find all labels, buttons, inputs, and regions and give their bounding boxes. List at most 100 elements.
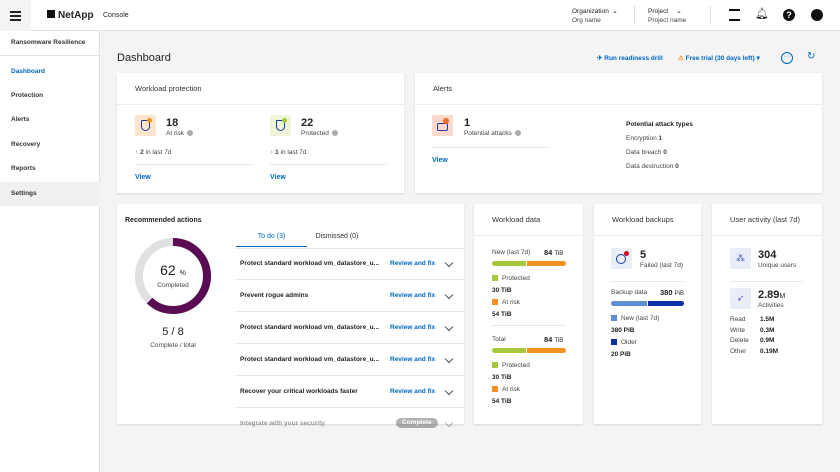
attack-icon — [432, 115, 453, 136]
action-row[interactable]: Protect standard workload vm_datastore_u… — [236, 312, 464, 344]
project-selector[interactable]: Project Project name — [648, 8, 687, 24]
activities-label: Activities — [758, 302, 784, 309]
run-readiness-drill-button[interactable]: ✈ Run readiness drill — [597, 55, 663, 62]
card-title: Recommended actions — [125, 217, 202, 224]
completed-label: Completed — [157, 282, 189, 289]
action-text: Protect standard workload vm_datastore_u… — [240, 324, 380, 331]
sidebar-section-title: Ransomware Resilience — [0, 31, 100, 56]
chevron-down-icon[interactable] — [444, 418, 454, 428]
attack-type-breach: Data breach 0 — [626, 149, 667, 156]
total-label: Total — [492, 336, 506, 343]
backup-bar — [611, 301, 684, 306]
action-row[interactable]: Prevent rogue admins Review and fix — [236, 280, 464, 312]
netapp-logo: NetApp — [47, 10, 94, 21]
new-value: 380 PiB — [611, 327, 635, 334]
review-and-fix-link[interactable]: Review and fix — [390, 292, 436, 299]
at-risk-value: 54 TiB — [492, 311, 512, 318]
chevron-down-icon: ⌄ — [612, 8, 618, 15]
protected-legend: Protected — [492, 275, 530, 282]
review-and-fix-link[interactable]: Review and fix — [390, 324, 436, 331]
chevron-down-icon: ⌄ — [676, 8, 682, 15]
chevron-down-icon[interactable] — [444, 258, 454, 268]
warning-icon: ⚠ — [678, 55, 686, 62]
alerts-card: Alerts 1 Potential attacks View Potentia… — [415, 73, 822, 193]
new-label: New (last 7d) — [492, 249, 531, 256]
review-and-fix-link[interactable]: Review and fix — [390, 388, 436, 395]
new-value: 84 TiB — [544, 248, 564, 257]
chevron-down-icon[interactable] — [444, 386, 454, 396]
users-icon: ⁂ — [730, 248, 751, 269]
activity-breakdown-row: Delete 0.9M — [730, 337, 775, 344]
action-row[interactable]: Recover your critical workloads faster Re… — [236, 376, 464, 408]
failed-count: 5 — [640, 249, 647, 261]
attack-types-title: Potential attack types — [626, 121, 693, 128]
tab-dismissed[interactable]: Dismissed (0) — [315, 233, 359, 240]
card-title: Workload backups — [594, 204, 701, 236]
org-selector[interactable]: Organization Org name — [572, 8, 609, 24]
potential-attacks-label: Potential attacks — [464, 130, 521, 137]
action-row[interactable]: Protect standard workload vm_datastore_u… — [236, 344, 464, 376]
protected-delta: ↑ 1 in last 7d — [270, 149, 307, 156]
backup-label: Backup data — [611, 289, 648, 296]
chevron-down-icon[interactable] — [444, 290, 454, 300]
alerts-view-link[interactable]: View — [432, 157, 448, 164]
workload-backups-card: Workload backups 5 Failed (last 7d) Back… — [594, 204, 701, 424]
user-icon[interactable] — [811, 9, 823, 21]
protected-count: 22 — [301, 117, 314, 129]
card-title: Workload protection — [117, 73, 404, 105]
sidebar-item-reports[interactable]: Reports — [11, 165, 36, 172]
activity-breakdown-row: Read 1.5M — [730, 316, 775, 323]
more-options-icon[interactable]: ··· — [781, 52, 793, 64]
at-risk-view-link[interactable]: View — [135, 174, 151, 181]
protected-view-link[interactable]: View — [270, 174, 286, 181]
help-icon[interactable]: ? — [783, 9, 795, 21]
action-text: Protect standard workload vm_datastore_u… — [240, 356, 380, 363]
at-risk-label: At risk — [166, 130, 194, 137]
activity-rocket-icon: ➶ — [730, 288, 751, 309]
potential-attacks-count: 1 — [464, 117, 471, 129]
completion-donut — [135, 238, 211, 314]
at-risk-value: 54 TiB — [492, 398, 512, 405]
older-value: 20 PiB — [611, 351, 631, 358]
workload-data-card: Workload data New (last 7d) 84 TiB Prote… — [474, 204, 583, 424]
protected-value: 30 TiB — [492, 374, 512, 381]
sidebar-item-alerts[interactable]: Alerts — [11, 116, 30, 123]
action-text: Integrate with your security — [240, 420, 325, 427]
protected-label: Protected — [301, 130, 338, 137]
attack-type-destruction: Data destruction 0 — [626, 163, 679, 170]
action-row[interactable]: Integrate with your security Complete — [236, 408, 464, 436]
workspace-icon[interactable] — [729, 9, 740, 21]
chevron-down-icon[interactable] — [444, 354, 454, 364]
page-title: Dashboard — [117, 52, 171, 64]
review-and-fix-link[interactable]: Review and fix — [390, 356, 436, 363]
at-risk-count: 18 — [166, 117, 179, 129]
bell-icon[interactable]: 🔔︎ — [755, 8, 769, 20]
review-and-fix-link[interactable]: Review and fix — [390, 260, 436, 267]
sidebar-item-protection[interactable]: Protection — [11, 92, 44, 99]
activity-breakdown-row: Write 0.3M — [730, 326, 775, 334]
complete-badge: Complete — [396, 418, 438, 428]
ratio-value: 5 / 8 — [162, 326, 184, 338]
new-legend: New (last 7d) — [611, 315, 659, 322]
activities-count: 2.89M — [758, 289, 786, 301]
tab-to-do[interactable]: To do (3) — [236, 233, 307, 247]
total-value: 84 TiB — [544, 335, 564, 344]
total-data-bar — [492, 348, 566, 353]
sidebar-item-recovery[interactable]: Recovery — [11, 141, 41, 148]
percent-value: 62 % — [160, 262, 186, 278]
free-trial-button[interactable]: ⚠ Free trial (30 days left) ▾ — [678, 55, 760, 62]
unique-users-label: Unique users — [758, 262, 797, 269]
action-text: Prevent rogue admins — [240, 292, 309, 299]
at-risk-delta: ↑ 2 in last 7d — [135, 149, 172, 156]
activity-breakdown-row: Other 0.19M — [730, 347, 779, 355]
menu-button[interactable] — [0, 0, 31, 31]
app-name: Console — [103, 12, 129, 19]
attack-type-encryption: Encryption 1 — [626, 135, 663, 142]
action-text: Recover your critical workloads faster — [240, 388, 358, 395]
recommended-actions-card: Recommended actions 62 % Completed 5 / 8… — [117, 204, 464, 424]
chevron-down-icon[interactable] — [444, 322, 454, 332]
action-row[interactable]: Protect standard workload vm_datastore_u… — [236, 248, 464, 280]
sidebar-item-dashboard[interactable]: Dashboard — [11, 68, 45, 75]
refresh-icon[interactable]: ↻ — [807, 51, 816, 62]
sidebar-item-settings[interactable]: Settings — [0, 182, 100, 206]
